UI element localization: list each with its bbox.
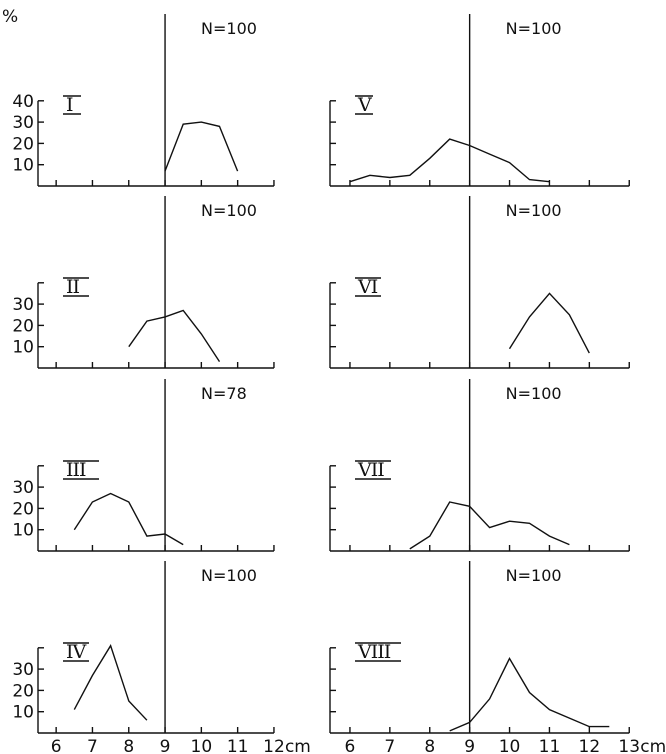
x-unit-label: cm [285,737,311,754]
n-label: N=100 [506,201,562,220]
n-label: N=78 [201,384,247,403]
y-tick-label: 10 [12,338,34,358]
x-tick-label: 9 [160,737,171,754]
y-tick-label: 30 [12,113,34,133]
y-tick-label: 30 [12,478,34,498]
x-tick-label: 9 [464,737,475,754]
x-tick-label: 8 [424,737,435,754]
panel-label: II [66,276,80,298]
panel-label: III [66,459,86,481]
x-tick-label: 11 [539,737,561,754]
panel-label: VI [357,276,378,298]
panel-viii: 6 7 8 9 10 11 12 13 cm N=100 VIII [329,561,666,754]
panel-v: N=100 V [329,14,630,187]
y-tick-label: 20 [12,681,34,701]
x-tick-label: 12 [263,737,285,754]
y-tick-label: 40 [12,92,34,112]
x-tick-label: 11 [227,737,249,754]
x-unit-label: cm [640,737,666,754]
y-tick-label: 30 [12,295,34,315]
n-label: N=100 [201,201,257,220]
panel-vii: N=100 VII [329,379,630,552]
y-unit-label: % [2,7,18,27]
n-label: N=100 [506,566,562,585]
y-tick-label: 10 [12,521,34,541]
x-tick-label: 10 [191,737,213,754]
panel-label: V [357,94,372,116]
x-tick-label: 8 [123,737,134,754]
n-label: N=100 [201,566,257,585]
panel-vi: N=100 VI [329,196,630,369]
panel-label: I [66,94,73,116]
y-tick-label: 20 [12,499,34,519]
y-tick-label: 10 [12,156,34,176]
series-line [164,121,239,172]
panel-label: IV [66,641,87,663]
series-line [409,501,570,550]
series-line [349,138,550,183]
x-tick-label: 6 [51,737,62,754]
x-tick-label: 12 [579,737,601,754]
series-line [449,657,610,732]
x-tick-label: 13 [618,737,640,754]
y-tick-label: 30 [12,660,34,680]
x-tick-label: 10 [499,737,521,754]
series-line [73,492,184,546]
n-label: N=100 [506,384,562,403]
panel-label: VIII [357,641,391,663]
x-tick-label: 6 [345,737,356,754]
x-tick-label: 7 [384,737,395,754]
y-tick-label: 10 [12,703,34,723]
n-label: N=100 [201,19,257,38]
panel-label: VII [357,459,384,481]
y-tick-label: 20 [12,316,34,336]
x-tick-label: 7 [87,737,98,754]
series-line [508,292,590,354]
y-tick-label: 20 [12,134,34,154]
series-line [73,644,148,721]
series-line [128,309,221,362]
n-label: N=100 [506,19,562,38]
